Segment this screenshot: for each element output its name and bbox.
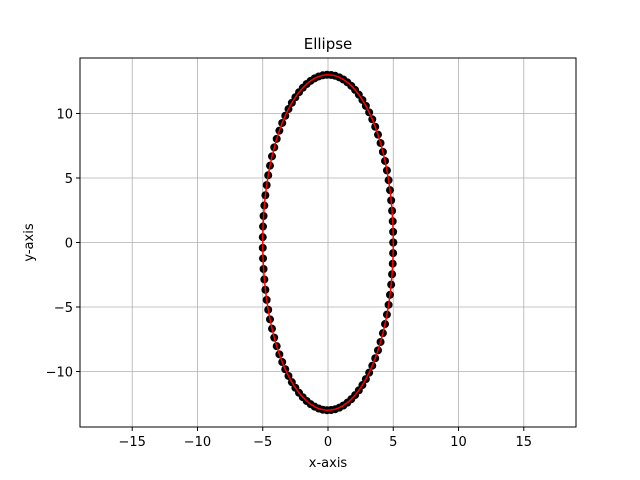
- y-tick-label: −5: [54, 301, 73, 316]
- tick-layer: −15 −10 −5 0 5 10 15 −10 −5 0 5 10: [46, 107, 533, 450]
- y-tick-label: 5: [65, 172, 73, 187]
- scatter-point: [389, 238, 398, 247]
- y-axis-label: y-axis: [22, 223, 37, 261]
- x-tick-label: −10: [184, 435, 211, 450]
- x-tick-label: 15: [516, 435, 533, 450]
- y-tick-label: −10: [46, 366, 73, 381]
- x-tick-label: −15: [118, 435, 145, 450]
- ellipse-line: [262, 74, 395, 411]
- x-tick-label: −5: [253, 435, 272, 450]
- grid: [80, 58, 576, 427]
- y-tick-label: 0: [65, 237, 73, 252]
- data-layer: [258, 70, 398, 415]
- x-tick-label: 5: [389, 435, 397, 450]
- x-tick-label: 10: [450, 435, 467, 450]
- chart-title: Ellipse: [304, 35, 353, 53]
- x-tick-label: 0: [324, 435, 332, 450]
- x-axis-label: x-axis: [309, 456, 348, 471]
- y-tick-label: 10: [56, 107, 73, 122]
